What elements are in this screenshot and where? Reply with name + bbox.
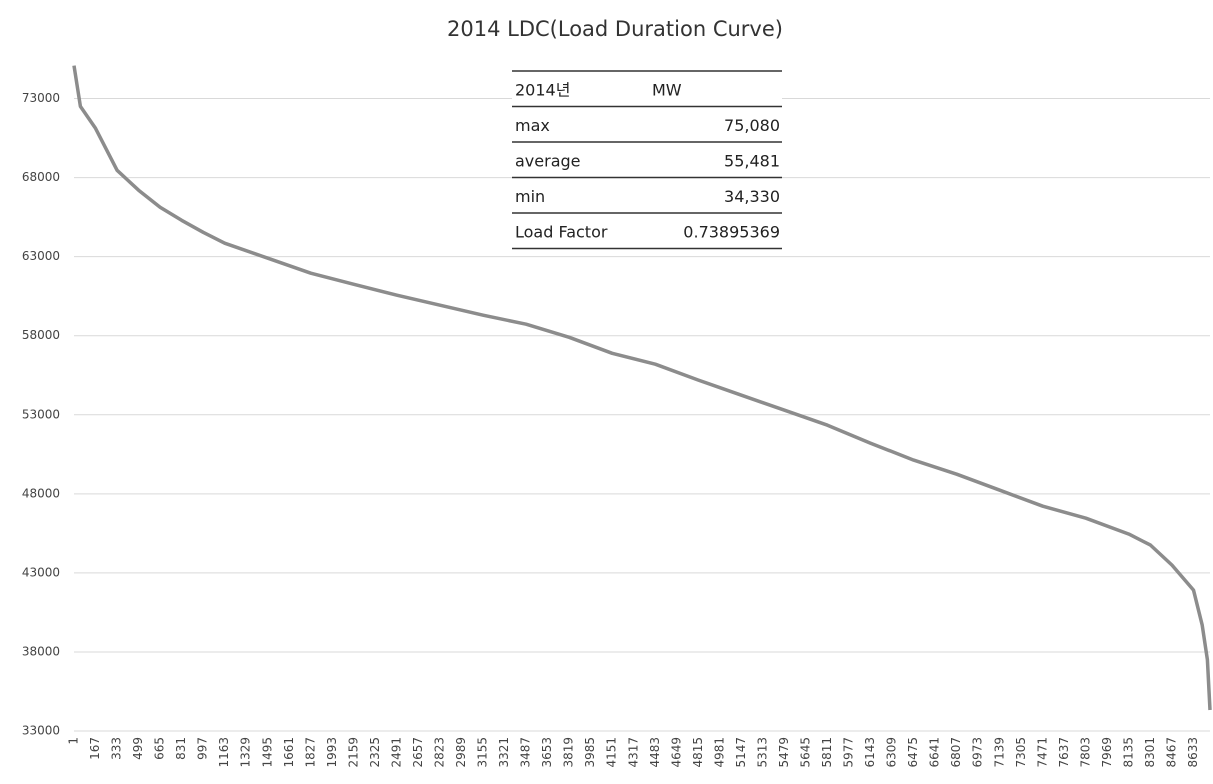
x-tick-label: 5977 <box>842 737 856 768</box>
table-value: 75,080 <box>724 116 780 135</box>
table-label: min <box>515 187 545 206</box>
chart-title: 2014 LDC(Load Duration Curve) <box>447 17 783 41</box>
x-tick-label: 5645 <box>798 737 812 768</box>
x-tick-label: 6309 <box>885 737 899 768</box>
x-tick-label: 1661 <box>282 737 296 768</box>
x-tick-label: 5147 <box>734 737 748 768</box>
x-tick-label: 333 <box>110 737 124 760</box>
x-tick-label: 1163 <box>217 737 231 768</box>
x-tick-label: 2159 <box>346 737 360 768</box>
x-tick-label: 7969 <box>1100 737 1114 768</box>
x-tick-label: 499 <box>131 737 145 760</box>
x-tick-label: 2657 <box>411 737 425 768</box>
x-tick-label: 6807 <box>949 737 963 768</box>
x-tick-label: 7803 <box>1078 737 1092 768</box>
x-tick-label: 2325 <box>368 737 382 768</box>
x-tick-label: 1 <box>67 737 81 745</box>
table-header: 2014년 <box>515 80 570 99</box>
x-tick-label: 7139 <box>992 737 1006 768</box>
x-tick-label: 7637 <box>1057 737 1071 768</box>
x-tick-label: 5479 <box>777 737 791 768</box>
table-value: 55,481 <box>724 151 780 170</box>
x-tick-label: 997 <box>196 737 210 760</box>
x-tick-label: 2823 <box>432 737 446 768</box>
x-tick-label: 4981 <box>712 737 726 768</box>
x-tick-label: 1495 <box>260 737 274 768</box>
x-tick-label: 665 <box>153 737 167 760</box>
x-tick-label: 6143 <box>863 737 877 768</box>
table-label: max <box>515 116 550 135</box>
x-tick-label: 2989 <box>454 737 468 768</box>
y-tick-label: 38000 <box>22 644 60 658</box>
y-tick-label: 48000 <box>22 486 60 500</box>
x-tick-label: 3487 <box>519 737 533 768</box>
y-tick-label: 43000 <box>22 565 60 579</box>
x-tick-label: 831 <box>174 737 188 760</box>
x-tick-label: 8301 <box>1143 737 1157 768</box>
x-tick-label: 8135 <box>1121 737 1135 768</box>
table-bg <box>512 72 782 248</box>
x-tick-label: 6475 <box>906 737 920 768</box>
table-value: 0.73895369 <box>683 222 780 241</box>
x-tick-label: 7471 <box>1035 737 1049 768</box>
x-tick-label: 2491 <box>389 737 403 768</box>
data-line <box>72 65 1212 711</box>
x-tick-label: 4151 <box>605 737 619 768</box>
x-tick-label: 167 <box>88 737 102 760</box>
y-tick-label: 33000 <box>22 724 60 738</box>
x-tick-label: 3819 <box>562 737 576 768</box>
y-tick-label: 58000 <box>22 328 60 342</box>
x-tick-label: 4815 <box>691 737 705 768</box>
x-tick-label: 3155 <box>476 737 490 768</box>
x-tick-label: 7305 <box>1014 737 1028 768</box>
x-tick-label: 1329 <box>239 737 253 768</box>
x-tick-label: 3321 <box>497 737 511 768</box>
x-tick-label: 4317 <box>626 737 640 768</box>
x-tick-label: 4649 <box>669 737 683 768</box>
x-tick-label: 8467 <box>1164 737 1178 768</box>
x-tick-label: 5313 <box>755 737 769 768</box>
y-tick-label: 73000 <box>22 91 60 105</box>
x-tick-label: 3985 <box>583 737 597 768</box>
x-tick-label: 3653 <box>540 737 554 768</box>
table-label: Load Factor <box>515 222 608 241</box>
table-label: average <box>515 151 581 170</box>
x-tick-label: 6641 <box>928 737 942 768</box>
table-header: MW <box>652 80 682 99</box>
x-tick-label: 6973 <box>971 737 985 768</box>
table-value: 34,330 <box>724 187 780 206</box>
x-tick-label: 1993 <box>325 737 339 768</box>
x-tick-label: 1827 <box>303 737 317 768</box>
x-tick-label: 5811 <box>820 737 834 768</box>
y-tick-label: 53000 <box>22 407 60 421</box>
y-tick-label: 63000 <box>22 249 60 263</box>
y-tick-label: 68000 <box>22 170 60 184</box>
x-tick-label: 8633 <box>1186 737 1200 768</box>
x-tick-label: 4483 <box>648 737 662 768</box>
